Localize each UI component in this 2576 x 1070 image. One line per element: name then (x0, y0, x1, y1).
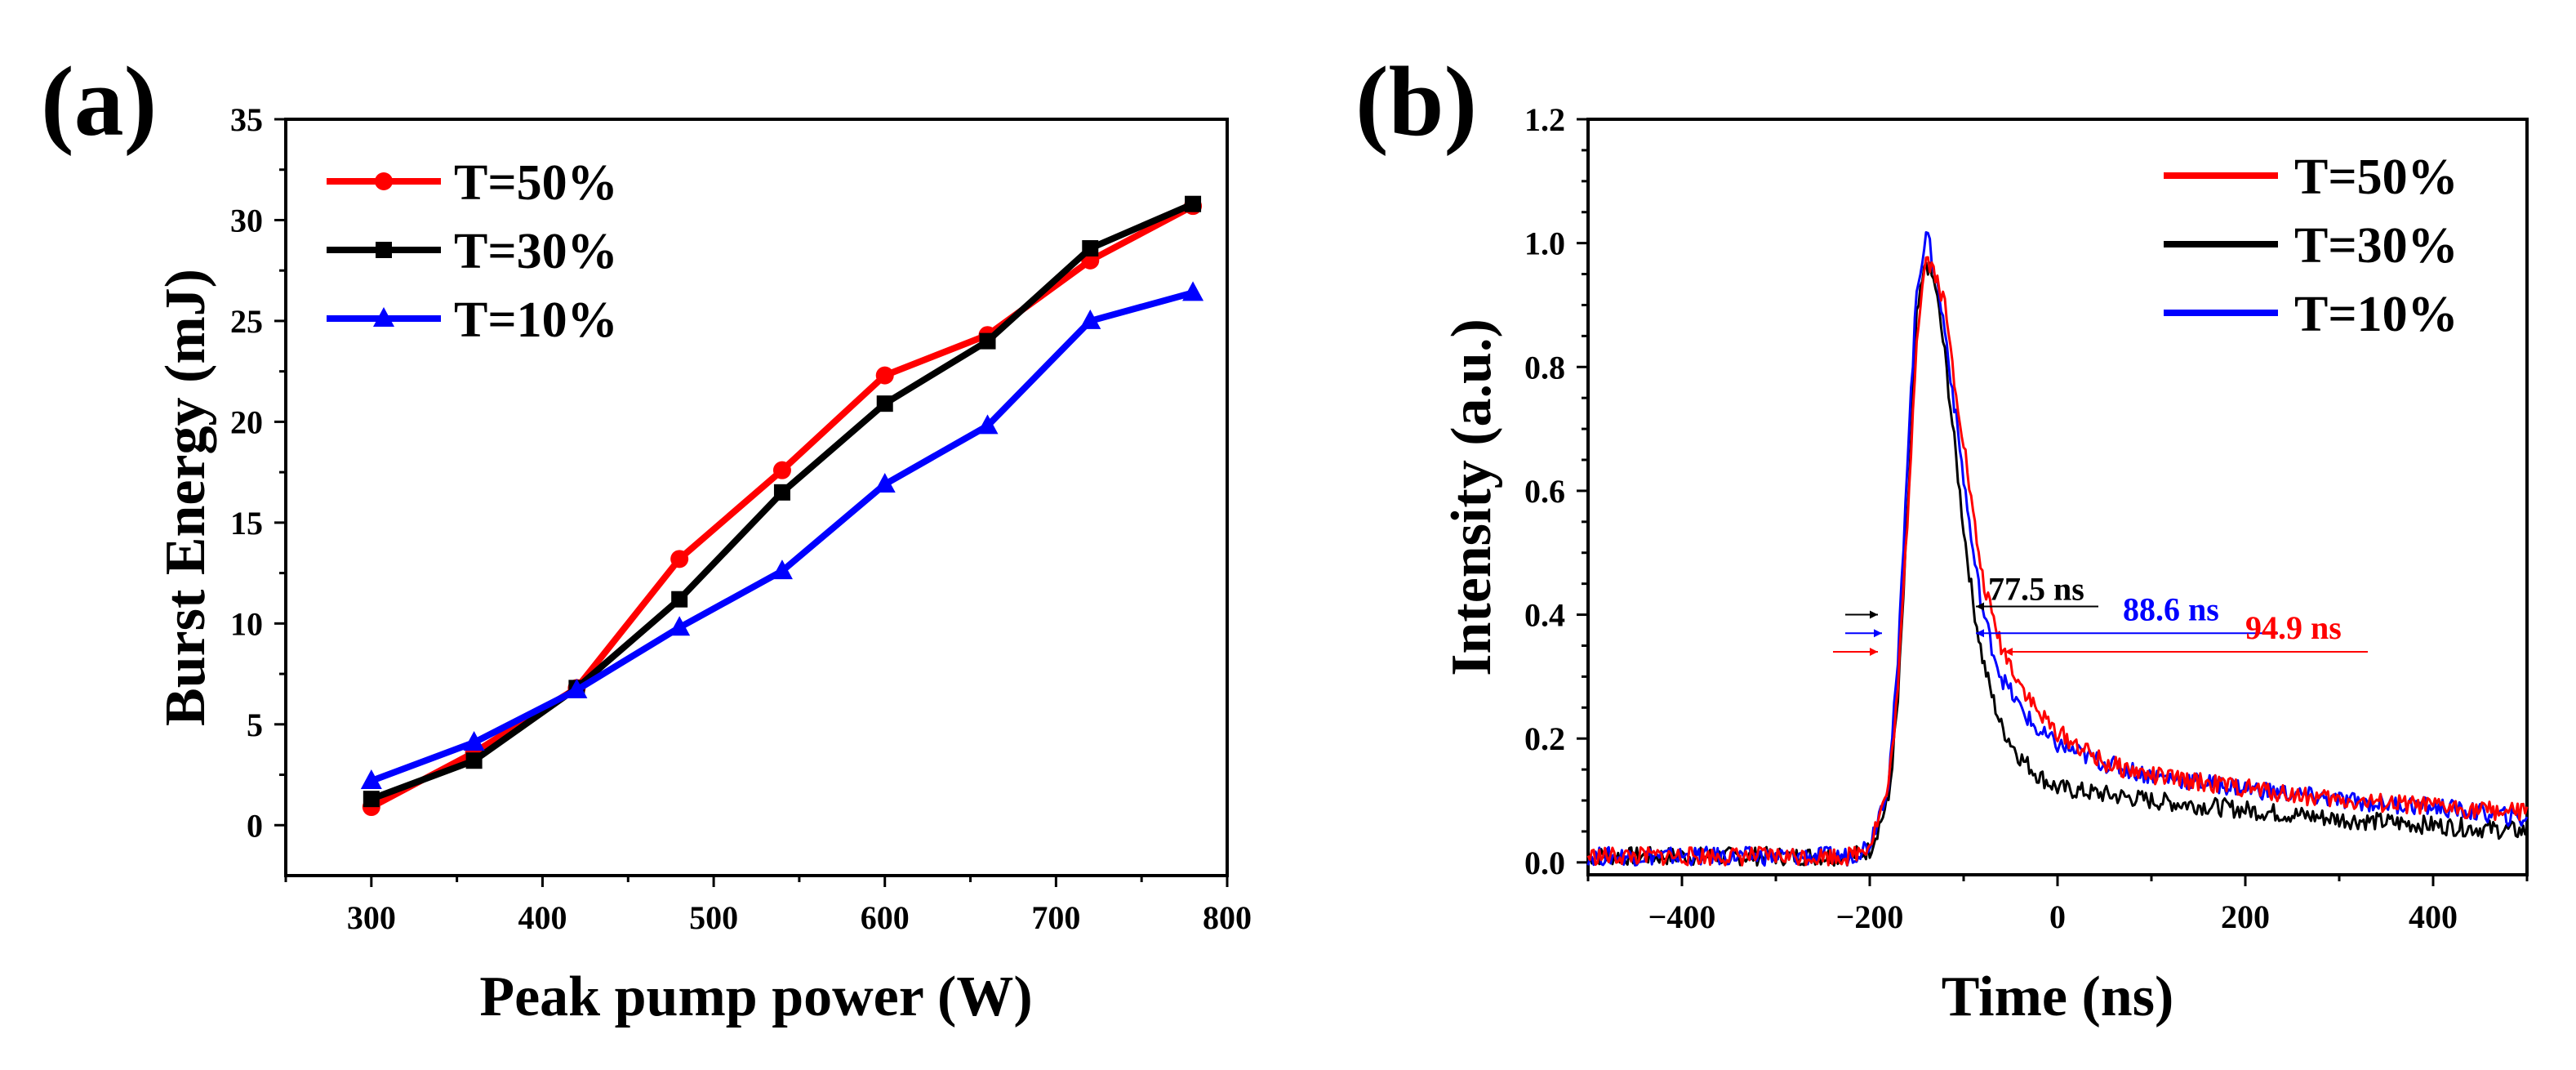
data-point (360, 769, 382, 789)
annotation-arrowhead (1976, 629, 1984, 638)
data-point (1185, 195, 1202, 212)
panel-b-legend: T=50% T=30% T=10% (2164, 149, 2458, 342)
y-tick-label: 1.2 (1524, 101, 1565, 138)
data-point (671, 591, 688, 608)
data-point (875, 366, 894, 385)
x-tick-label: −200 (1836, 898, 1904, 935)
x-tick-label: 800 (1203, 899, 1252, 936)
legend-label: T=10% (454, 292, 618, 348)
series-trace (1587, 261, 2528, 867)
panel-b-series (1586, 231, 2529, 867)
annotation-arrowhead (1870, 610, 1878, 619)
data-point (670, 550, 689, 568)
panel-b: (b) −400 −200 0 200 400 0.0 0.2 0.4 0.6 0.8 1.0 1.2… (1355, 47, 2529, 1028)
x-tick-label: 300 (347, 899, 396, 936)
y-tick-label: 0.4 (1524, 597, 1565, 634)
legend-marker (375, 172, 393, 190)
y-tick-label: 0.8 (1524, 349, 1565, 386)
x-tick-label: 500 (689, 899, 738, 936)
y-tick-label: 1.0 (1524, 225, 1565, 262)
y-tick-label: 20 (230, 403, 263, 440)
panel-a-legend: T=50% T=30% T=10% (327, 155, 618, 348)
data-point (566, 678, 588, 698)
data-point (1082, 240, 1099, 257)
annotation-label: 88.6 ns (2123, 591, 2219, 627)
panel-a-series (360, 195, 1204, 817)
x-tick-label: 600 (861, 899, 910, 936)
panel-b-ticks: −400 −200 0 200 400 0.0 0.2 0.4 0.6 0.8 1.0 1.2 (1524, 101, 2529, 935)
legend-marker (376, 242, 392, 258)
y-tick-label: 35 (230, 101, 263, 138)
y-tick-label: 15 (230, 505, 263, 542)
panel-a: (a) 300 400 500 600 700 800 0 5 10 15 20 25 30 35 T=5… (41, 47, 1252, 1028)
panel-a-ticks: 300 400 500 600 700 800 0 5 10 15 20 25 30 35 (230, 101, 1252, 936)
y-tick-label: 0 (247, 807, 263, 844)
x-tick-label: 400 (2409, 898, 2458, 935)
y-tick-label: 0.6 (1524, 473, 1565, 510)
y-tick-label: 0.2 (1524, 720, 1565, 757)
x-tick-label: 400 (518, 899, 567, 936)
legend-marker (373, 307, 394, 327)
data-point (979, 332, 996, 350)
annotation-arrowhead (1874, 629, 1882, 638)
data-point (977, 414, 999, 435)
panel-b-ylabel: Intensity (a.u.) (1440, 319, 1503, 676)
x-tick-label: 200 (2221, 898, 2270, 935)
panel-b-xlabel: Time (ns) (1942, 965, 2174, 1028)
annotation-label: 77.5 ns (1988, 571, 2084, 608)
y-tick-label: 10 (230, 605, 263, 642)
x-tick-label: 700 (1031, 899, 1080, 936)
panel-b-label: (b) (1355, 47, 1477, 157)
data-point (1079, 309, 1101, 329)
annotation-arrowhead (2004, 648, 2013, 657)
y-tick-label: 5 (247, 707, 263, 743)
legend-label: T=50% (454, 155, 618, 211)
y-tick-label: 30 (230, 202, 263, 239)
series-trace (1586, 256, 2529, 867)
panel-a-ylabel: Burst Energy (mJ) (154, 269, 217, 726)
data-point (1182, 281, 1204, 301)
legend-label: T=30% (454, 224, 618, 279)
annotation-arrowhead (1976, 602, 1984, 611)
legend-label: T=30% (2294, 218, 2458, 274)
data-point (463, 731, 485, 751)
panel-a-label: (a) (41, 47, 157, 157)
data-point (465, 752, 483, 769)
panel-a-xlabel: Peak pump power (W) (479, 965, 1032, 1028)
panel-a-plot-frame (284, 118, 1229, 877)
annotation-label: 94.9 ns (2245, 609, 2342, 646)
y-tick-label: 25 (230, 303, 263, 340)
series-line (370, 289, 1195, 784)
data-point (771, 560, 793, 580)
data-point (363, 791, 380, 808)
data-point (772, 461, 791, 479)
annotation-arrowhead (1870, 648, 1878, 657)
x-tick-label: −400 (1648, 898, 1716, 935)
panel-b-annotations: 77.5 ns 88.6 ns 94.9 ns (1833, 571, 2368, 657)
y-tick-label: 0.0 (1524, 845, 1565, 881)
legend-label: T=50% (2294, 149, 2458, 205)
data-point (874, 472, 896, 493)
legend-label: T=10% (2294, 287, 2458, 342)
data-point (876, 395, 893, 412)
data-point (773, 484, 790, 501)
x-tick-label: 0 (2049, 898, 2066, 935)
data-point (669, 616, 691, 636)
